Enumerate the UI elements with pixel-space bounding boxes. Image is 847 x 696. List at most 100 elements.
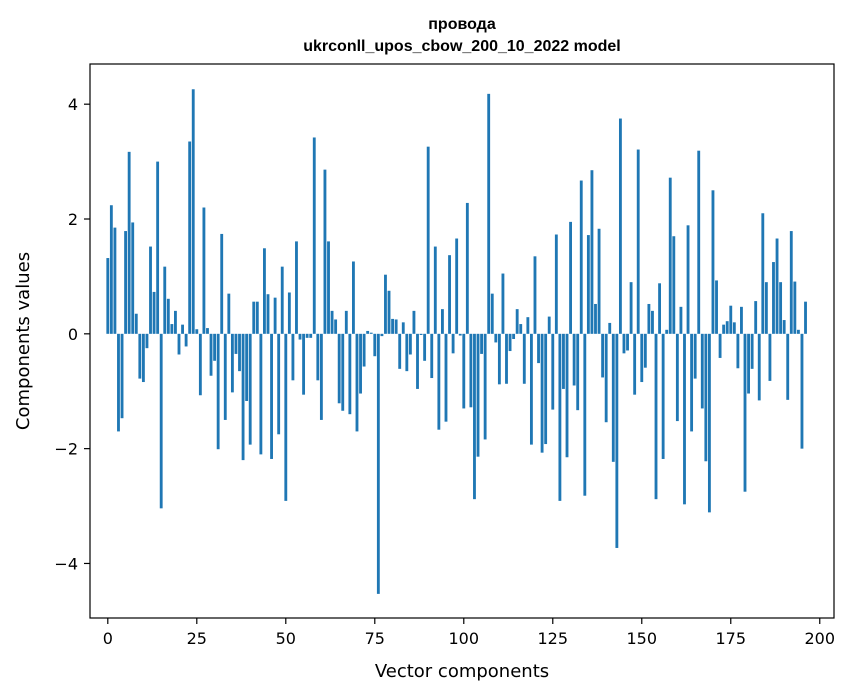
bar (330, 310, 334, 334)
bar (327, 241, 330, 334)
bar (651, 310, 654, 334)
bar (690, 333, 694, 432)
bar (134, 313, 138, 334)
bar (441, 309, 444, 334)
bar (764, 282, 768, 334)
bar (572, 333, 576, 386)
bar (497, 333, 501, 385)
bar (533, 256, 537, 334)
bar (594, 303, 597, 334)
bar (661, 333, 665, 459)
bar (722, 324, 726, 334)
bar (348, 333, 352, 415)
bar (804, 301, 807, 334)
bar (373, 333, 377, 357)
bar (305, 333, 309, 338)
bar (369, 332, 373, 334)
bar (117, 333, 120, 432)
bar (159, 333, 163, 509)
bar (519, 324, 523, 334)
bar (141, 333, 145, 383)
bar (451, 333, 455, 354)
bar (380, 333, 384, 337)
bar (291, 333, 295, 381)
bar (106, 258, 110, 334)
bar (679, 306, 683, 334)
bar (622, 333, 626, 354)
bar (295, 241, 298, 334)
bar (647, 303, 651, 334)
bar (761, 213, 765, 334)
bar (227, 293, 231, 334)
bar (743, 333, 747, 492)
bar (163, 266, 167, 334)
bar (494, 333, 498, 343)
bar (604, 333, 608, 423)
y-tick-label: −2 (54, 440, 78, 459)
bar (302, 333, 306, 395)
bar (401, 322, 405, 334)
bar (344, 310, 348, 334)
bar (352, 261, 355, 334)
bar (697, 150, 701, 334)
plot-frame (89, 63, 835, 619)
bar (654, 333, 658, 500)
bar (366, 330, 370, 334)
bar (768, 333, 772, 381)
bar (287, 292, 291, 334)
y-axis-label: Components values (13, 252, 34, 430)
bar (789, 231, 793, 334)
bar (191, 89, 195, 334)
bar (316, 333, 320, 381)
bar (387, 290, 391, 334)
bar (779, 282, 783, 334)
bar (458, 333, 462, 336)
bar (747, 333, 750, 394)
bar (412, 310, 416, 334)
bar (597, 228, 601, 334)
bar (562, 333, 565, 389)
bar (590, 170, 594, 334)
bar (704, 333, 708, 462)
bar (284, 333, 288, 501)
x-tick-label: 50 (276, 629, 296, 648)
bar (579, 180, 583, 334)
bar (391, 318, 395, 334)
bar (569, 221, 572, 334)
bar (501, 273, 505, 334)
bar (729, 305, 733, 334)
bar (629, 282, 633, 334)
bar (195, 329, 199, 334)
x-tick-label: 75 (365, 629, 385, 648)
bar (188, 141, 192, 334)
bar (522, 333, 526, 384)
bar (601, 333, 605, 378)
bar (131, 222, 135, 334)
bar (174, 310, 177, 334)
bar (800, 333, 804, 449)
bar (216, 333, 220, 450)
bar (248, 333, 252, 445)
bar (665, 329, 669, 334)
bar (359, 333, 362, 394)
bar (775, 238, 779, 334)
bar (757, 333, 761, 401)
bar (715, 280, 718, 334)
bar (586, 235, 590, 334)
bar (444, 333, 448, 422)
bar (280, 266, 284, 334)
bar (323, 169, 327, 334)
bar (540, 333, 544, 453)
bar (576, 333, 580, 411)
bar (337, 333, 341, 404)
bar (448, 255, 451, 334)
ticks-group: 0 25 50 75 100 125 150 175 200 −4 −2 0 2 4 (54, 95, 835, 648)
bar (273, 297, 277, 334)
bar (230, 333, 234, 393)
bar (423, 333, 427, 361)
bar (473, 333, 476, 500)
bar (223, 333, 227, 420)
bar (505, 333, 508, 384)
bar (636, 149, 640, 334)
bar (615, 333, 619, 548)
